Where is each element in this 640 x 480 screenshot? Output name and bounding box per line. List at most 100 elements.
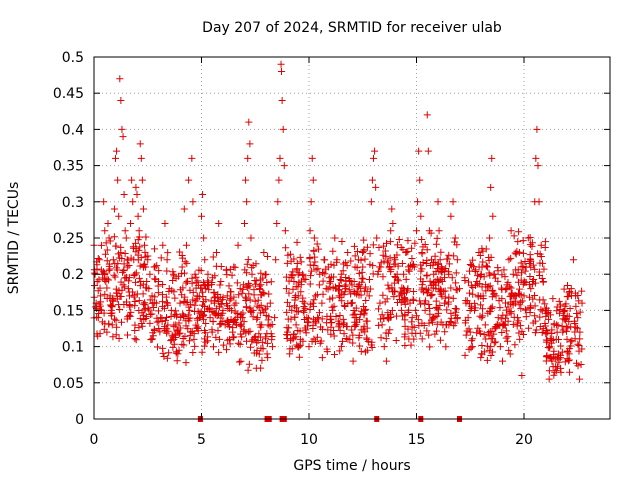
data-point [295, 279, 303, 287]
data-point [224, 336, 232, 344]
data-point [475, 327, 483, 335]
data-point [101, 320, 109, 328]
y-tick-label: 0.35 [53, 159, 84, 175]
data-point [283, 324, 291, 332]
data-point [170, 335, 178, 343]
data-point [441, 274, 449, 282]
data-point [312, 266, 320, 274]
data-point [106, 292, 114, 300]
data-point [250, 286, 258, 294]
data-point [309, 176, 317, 184]
data-point [137, 154, 145, 162]
data-point [447, 314, 455, 322]
data-point [576, 308, 584, 316]
data-point [408, 244, 416, 252]
data-point [232, 321, 240, 329]
data-point [265, 290, 273, 298]
data-point [511, 299, 519, 307]
data-point [124, 285, 132, 293]
data-point [377, 315, 385, 323]
data-point [150, 245, 158, 253]
data-point [110, 271, 118, 279]
data-point [328, 303, 336, 311]
data-point [263, 350, 271, 358]
data-point [444, 255, 452, 263]
data-point [318, 354, 326, 362]
data-point [253, 315, 261, 323]
data-point [110, 315, 118, 323]
data-point [478, 245, 486, 253]
data-point [535, 198, 543, 206]
data-point [465, 325, 473, 333]
data-point [479, 292, 487, 300]
data-point [192, 321, 200, 329]
data-point [360, 236, 368, 244]
data-point [198, 212, 205, 220]
data-point [357, 307, 365, 315]
data-point [428, 291, 436, 299]
data-point [497, 315, 505, 323]
data-point [569, 256, 577, 264]
data-point [451, 234, 459, 242]
data-point [128, 176, 136, 184]
data-point [251, 297, 259, 305]
data-point [499, 320, 507, 328]
data-point [501, 299, 509, 307]
data-point [287, 274, 295, 282]
data-point [235, 291, 243, 299]
data-point [226, 340, 234, 348]
data-point [167, 306, 175, 314]
data-point [318, 325, 326, 333]
data-point [130, 244, 138, 252]
data-point [468, 337, 476, 345]
data-point [310, 296, 318, 304]
data-point [163, 299, 171, 307]
data-point [120, 301, 128, 309]
data-point [355, 331, 363, 339]
data-point [124, 331, 132, 339]
data-point [312, 317, 320, 325]
data-point [410, 288, 418, 296]
data-point [218, 296, 226, 304]
data-point [137, 277, 145, 285]
data-point [179, 254, 187, 262]
data-point [517, 259, 525, 267]
data-point [359, 326, 367, 334]
data-point [244, 154, 252, 162]
data-point [134, 212, 142, 220]
data-point [246, 140, 254, 148]
data-point [263, 279, 271, 287]
data-point [272, 256, 280, 264]
data-point [557, 301, 565, 309]
data-point [418, 248, 426, 256]
data-point [555, 297, 563, 305]
data-point [563, 335, 571, 343]
data-point [150, 327, 158, 335]
data-point [494, 277, 502, 285]
data-point [197, 267, 205, 275]
data-point [125, 311, 133, 319]
data-point [554, 321, 562, 329]
y-tick-label: 0.45 [53, 86, 84, 102]
data-point [469, 256, 477, 264]
data-point [340, 330, 348, 338]
data-point [288, 306, 296, 314]
data-point [205, 304, 213, 312]
data-point [226, 288, 234, 296]
data-point [358, 274, 366, 282]
data-point [253, 302, 261, 310]
data-point [160, 353, 168, 361]
data-point [233, 279, 241, 287]
data-point [306, 261, 314, 269]
data-point [567, 323, 575, 331]
data-point [373, 234, 381, 242]
data-point [211, 311, 219, 319]
data-point [257, 344, 265, 352]
data-point [496, 304, 504, 312]
data-point [151, 275, 159, 283]
data-point [576, 375, 584, 383]
data-point [244, 366, 252, 374]
data-point [545, 367, 553, 375]
data-point [401, 294, 409, 302]
y-tick-label: 0.3 [62, 195, 84, 211]
